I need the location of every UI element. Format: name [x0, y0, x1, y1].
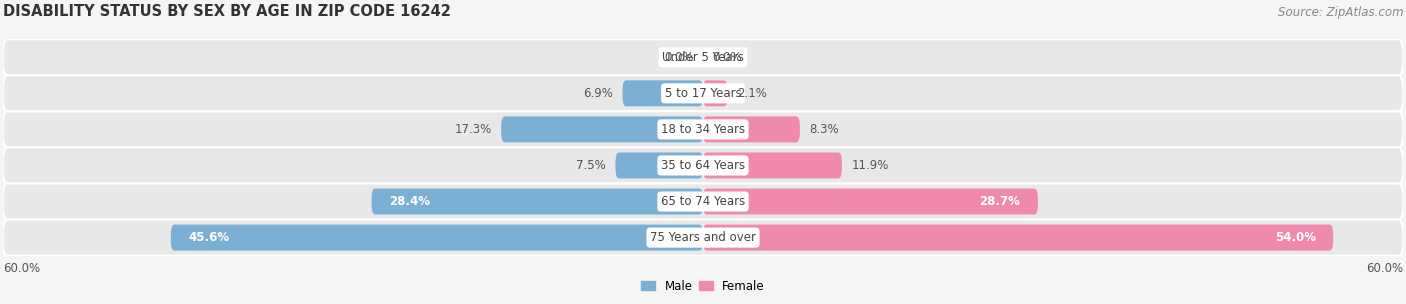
Text: 8.3%: 8.3%: [810, 123, 839, 136]
Text: 75 Years and over: 75 Years and over: [650, 231, 756, 244]
FancyBboxPatch shape: [3, 75, 1403, 111]
Text: Source: ZipAtlas.com: Source: ZipAtlas.com: [1278, 6, 1403, 19]
Text: 17.3%: 17.3%: [454, 123, 492, 136]
Text: 5 to 17 Years: 5 to 17 Years: [665, 87, 741, 100]
Text: 28.4%: 28.4%: [389, 195, 430, 208]
Legend: Male, Female: Male, Female: [637, 275, 769, 297]
FancyBboxPatch shape: [501, 116, 703, 142]
Text: 28.7%: 28.7%: [980, 195, 1021, 208]
FancyBboxPatch shape: [172, 225, 703, 250]
FancyBboxPatch shape: [703, 188, 1038, 215]
FancyBboxPatch shape: [623, 80, 703, 106]
Text: 45.6%: 45.6%: [188, 231, 229, 244]
FancyBboxPatch shape: [3, 39, 1403, 75]
FancyBboxPatch shape: [703, 116, 800, 142]
Text: DISABILITY STATUS BY SEX BY AGE IN ZIP CODE 16242: DISABILITY STATUS BY SEX BY AGE IN ZIP C…: [3, 4, 451, 19]
Text: 6.9%: 6.9%: [583, 87, 613, 100]
FancyBboxPatch shape: [616, 153, 703, 178]
FancyBboxPatch shape: [703, 225, 1333, 250]
Text: 60.0%: 60.0%: [1367, 262, 1403, 275]
FancyBboxPatch shape: [703, 153, 842, 178]
FancyBboxPatch shape: [3, 147, 1403, 184]
Text: 0.0%: 0.0%: [664, 51, 693, 64]
Text: 35 to 64 Years: 35 to 64 Years: [661, 159, 745, 172]
Text: 54.0%: 54.0%: [1275, 231, 1316, 244]
Text: 60.0%: 60.0%: [3, 262, 39, 275]
Text: 11.9%: 11.9%: [851, 159, 889, 172]
Text: 18 to 34 Years: 18 to 34 Years: [661, 123, 745, 136]
FancyBboxPatch shape: [3, 111, 1403, 147]
FancyBboxPatch shape: [371, 188, 703, 215]
Text: 2.1%: 2.1%: [737, 87, 766, 100]
Text: Under 5 Years: Under 5 Years: [662, 51, 744, 64]
Text: 65 to 74 Years: 65 to 74 Years: [661, 195, 745, 208]
Text: 7.5%: 7.5%: [576, 159, 606, 172]
FancyBboxPatch shape: [3, 219, 1403, 256]
FancyBboxPatch shape: [3, 184, 1403, 219]
FancyBboxPatch shape: [703, 80, 727, 106]
Text: 0.0%: 0.0%: [713, 51, 742, 64]
